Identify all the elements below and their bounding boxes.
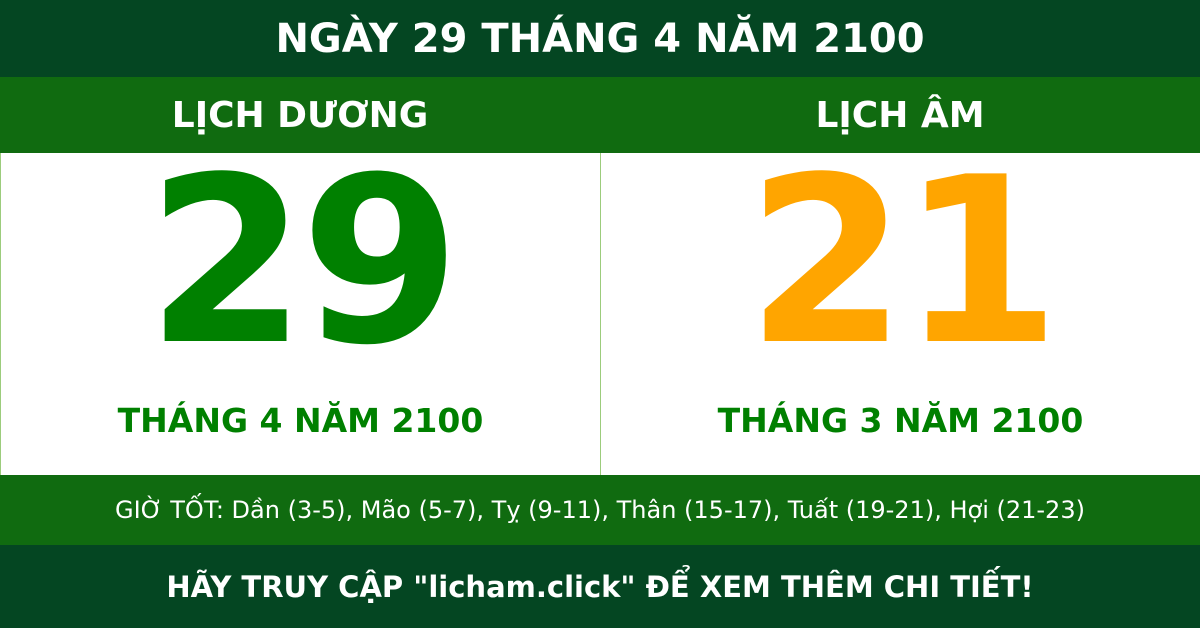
good-hours: GIỜ TỐT: Dần (3-5), Mão (5-7), Tỵ (9-11)… (0, 475, 1200, 545)
solar-month-year: THÁNG 4 NĂM 2100 (117, 401, 484, 440)
page-title: NGÀY 29 THÁNG 4 NĂM 2100 (0, 0, 1200, 77)
calendar-body: 29 THÁNG 4 NĂM 2100 21 THÁNG 3 NĂM 2100 (0, 129, 1200, 475)
footer-cta: HÃY TRUY CẬP "licham.click" ĐỂ XEM THÊM … (0, 545, 1200, 628)
solar-panel: 29 THÁNG 4 NĂM 2100 (0, 129, 601, 475)
lunar-panel: 21 THÁNG 3 NĂM 2100 (601, 129, 1200, 475)
solar-heading: LỊCH DƯƠNG (171, 94, 429, 136)
lunar-heading: LỊCH ÂM (815, 94, 985, 136)
calendar-headers: LỊCH DƯƠNG LỊCH ÂM (0, 77, 1200, 153)
lunar-month-year: THÁNG 3 NĂM 2100 (717, 401, 1084, 440)
lunar-day: 21 (746, 129, 1060, 396)
solar-day: 29 (146, 129, 460, 396)
